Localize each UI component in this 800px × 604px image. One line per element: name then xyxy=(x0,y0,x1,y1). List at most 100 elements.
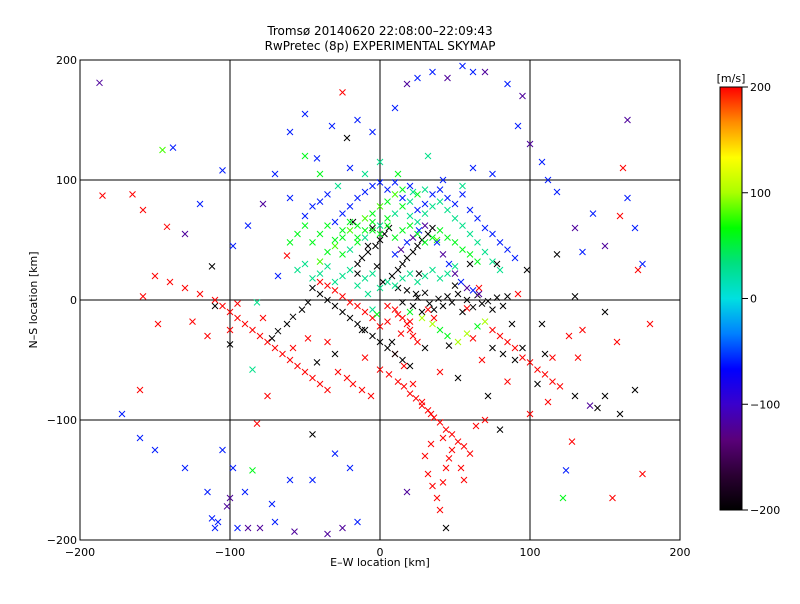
data-point xyxy=(96,79,103,87)
data-point xyxy=(286,128,294,136)
data-point xyxy=(421,452,429,460)
colorbar-tick-label: 0 xyxy=(750,293,757,306)
data-point xyxy=(489,230,496,238)
data-point xyxy=(376,222,384,229)
data-point xyxy=(451,200,459,208)
data-point xyxy=(223,503,231,510)
data-point xyxy=(369,227,376,234)
data-point xyxy=(316,170,324,178)
data-point xyxy=(384,215,391,222)
data-point xyxy=(361,354,369,361)
data-point xyxy=(562,467,570,474)
data-point xyxy=(409,380,417,388)
data-point xyxy=(309,203,316,210)
data-point xyxy=(579,248,586,256)
data-point xyxy=(316,380,324,388)
data-point xyxy=(331,302,339,310)
data-point xyxy=(304,299,312,306)
data-point xyxy=(496,266,504,274)
data-point xyxy=(339,251,346,258)
data-point xyxy=(394,378,402,385)
data-point xyxy=(301,212,309,220)
data-point xyxy=(403,488,411,496)
data-point xyxy=(511,254,519,262)
data-point xyxy=(403,80,411,88)
data-point xyxy=(309,476,316,484)
data-point xyxy=(349,218,357,226)
data-point xyxy=(459,191,466,198)
data-point xyxy=(139,293,147,300)
data-point xyxy=(264,392,271,400)
data-point xyxy=(433,494,441,502)
data-point xyxy=(331,218,339,226)
data-point xyxy=(399,299,406,306)
data-point xyxy=(358,254,366,262)
data-point xyxy=(475,284,483,292)
data-point xyxy=(459,246,466,253)
data-point xyxy=(469,68,477,76)
data-point xyxy=(534,366,541,373)
data-point xyxy=(634,266,642,274)
data-point xyxy=(204,332,211,340)
data-point xyxy=(409,302,417,310)
data-point xyxy=(316,290,324,298)
data-point xyxy=(439,434,447,442)
data-point xyxy=(489,326,496,334)
data-point xyxy=(294,266,301,274)
data-point xyxy=(384,302,391,310)
data-point xyxy=(226,341,234,348)
data-point xyxy=(399,203,406,210)
data-point xyxy=(436,368,444,376)
data-point xyxy=(429,203,436,210)
data-point xyxy=(283,320,291,328)
data-point xyxy=(508,320,516,328)
data-point xyxy=(373,311,381,318)
data-point xyxy=(313,155,321,162)
data-point xyxy=(463,296,471,304)
data-point xyxy=(376,284,384,292)
data-point xyxy=(399,260,406,268)
data-point xyxy=(544,176,552,184)
data-point xyxy=(369,224,376,232)
data-point xyxy=(406,362,414,370)
data-point xyxy=(331,450,339,457)
data-point xyxy=(309,374,316,382)
data-point xyxy=(414,230,421,238)
data-point xyxy=(369,128,376,136)
data-point xyxy=(442,426,450,433)
data-point xyxy=(436,326,444,334)
data-point xyxy=(474,258,481,265)
data-point xyxy=(241,488,249,496)
data-point xyxy=(463,284,471,292)
data-point xyxy=(435,295,442,303)
data-point xyxy=(541,371,549,378)
data-point xyxy=(391,191,399,198)
data-point xyxy=(346,218,354,226)
data-point xyxy=(286,476,294,484)
data-point xyxy=(469,335,477,342)
data-point xyxy=(211,296,219,304)
data-point xyxy=(391,282,399,289)
data-point xyxy=(445,455,453,462)
data-point xyxy=(154,320,162,328)
data-point xyxy=(339,234,346,241)
data-point xyxy=(369,270,376,277)
data-point xyxy=(384,198,391,205)
data-point xyxy=(403,287,411,294)
data-point xyxy=(481,68,489,76)
data-point xyxy=(504,246,511,253)
data-point xyxy=(249,366,256,373)
data-point xyxy=(451,239,459,246)
y-tick-label: 100 xyxy=(56,174,77,187)
data-point xyxy=(279,350,286,358)
y-tick-label: 200 xyxy=(56,54,77,67)
colorbar-tick-label: −200 xyxy=(750,504,780,517)
data-point xyxy=(354,260,361,268)
data-point xyxy=(394,311,402,318)
data-point xyxy=(439,302,447,310)
data-point xyxy=(219,446,226,454)
data-point xyxy=(526,140,534,148)
data-point xyxy=(519,354,526,361)
data-point xyxy=(418,308,426,316)
